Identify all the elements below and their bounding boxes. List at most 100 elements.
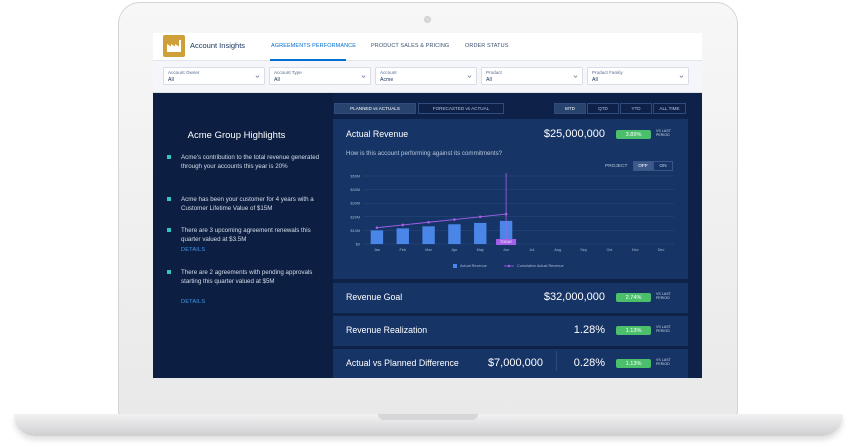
bar bbox=[422, 226, 435, 244]
today-badge bbox=[496, 239, 517, 245]
change-badge: 1.13% bbox=[616, 359, 651, 368]
filter-value: Acme bbox=[380, 77, 394, 83]
highlight-text: There are 3 upcoming agreement renewals … bbox=[181, 227, 311, 244]
vs-last-period-label: VS LAST PERIOD bbox=[656, 325, 671, 334]
tab-order-status[interactable]: ORDER STATUS bbox=[465, 43, 509, 49]
account-owner-filter[interactable]: Account Owner All bbox=[163, 67, 265, 85]
revenue-goal-card: Revenue Goal $32,000,000 2.74% VS LAST P… bbox=[333, 283, 688, 313]
active-tab-indicator bbox=[270, 59, 346, 61]
app-screen: Account Insights AGREEMENTS PERFORMANCE … bbox=[153, 33, 702, 378]
line-point bbox=[375, 226, 379, 229]
tab-product-sales-pricing[interactable]: PRODUCT SALES & PRICING bbox=[371, 43, 450, 49]
highlight-text: Acme has been your customer for 4 years … bbox=[181, 196, 314, 213]
account-filter[interactable]: Account Acme bbox=[375, 67, 477, 85]
line-point bbox=[504, 212, 508, 216]
legend-label: Actual Revenue bbox=[460, 264, 487, 268]
chevron-down-icon bbox=[679, 75, 684, 78]
laptop-notch bbox=[378, 414, 478, 420]
camera-icon bbox=[424, 16, 431, 23]
filter-label: Product Family bbox=[592, 70, 623, 75]
details-link[interactable]: DETAILS bbox=[181, 247, 206, 253]
project-off-toggle[interactable]: OFF bbox=[633, 161, 653, 171]
x-tick-label: Nov bbox=[632, 248, 639, 252]
revenue-goal-value: $32,000,000 bbox=[543, 291, 605, 303]
tab-agreements-performance[interactable]: AGREEMENTS PERFORMANCE bbox=[271, 43, 357, 49]
chevron-down-icon bbox=[573, 75, 578, 78]
filter-value: All bbox=[168, 77, 174, 83]
y-tick-label: $40M bbox=[351, 188, 361, 192]
line-point bbox=[478, 215, 482, 219]
cumulative-line bbox=[376, 213, 507, 229]
line-point bbox=[401, 223, 405, 227]
bullet-icon bbox=[167, 197, 171, 201]
y-tick-label: $0 bbox=[356, 243, 360, 247]
x-tick-label: Jul bbox=[529, 248, 534, 252]
vs-last-period-label: VS LAST PERIOD bbox=[656, 129, 671, 138]
planned-vs-actuals-toggle[interactable]: PLANNED vs ACTUALS bbox=[334, 103, 416, 114]
x-tick-label: Apr bbox=[451, 248, 458, 252]
period-ytd[interactable]: YTD bbox=[620, 103, 652, 114]
legend-bar-swatch bbox=[453, 264, 457, 268]
top-navigation: Account Insights AGREEMENTS PERFORMANCE … bbox=[153, 33, 702, 61]
project-label: PROJECT bbox=[605, 164, 628, 169]
y-tick-label: $10M bbox=[351, 229, 361, 233]
chevron-down-icon bbox=[255, 75, 260, 78]
revenue-realization-card: Revenue Realization 1.28% 1.13% VS LAST … bbox=[333, 316, 688, 346]
filter-bar: Account Owner All Account Type All Accou… bbox=[153, 61, 702, 93]
highlights-panel: Acme Group Highlights Acme's contributio… bbox=[153, 93, 333, 378]
account-type-filter[interactable]: Account Type All bbox=[269, 67, 371, 85]
bar bbox=[396, 228, 409, 244]
actual-vs-planned-label: Actual vs Planned Difference bbox=[346, 358, 459, 368]
product-filter[interactable]: Product All bbox=[481, 67, 583, 85]
x-tick-label: Oct bbox=[606, 248, 613, 252]
legend-line-point bbox=[507, 264, 511, 268]
x-tick-label: May bbox=[477, 248, 484, 252]
revenue-realization-label: Revenue Realization bbox=[346, 325, 428, 335]
actual-revenue-value: $25,000,000 bbox=[543, 128, 605, 140]
chart-question: How is this account performing against i… bbox=[346, 150, 503, 157]
y-tick-label: $50M bbox=[351, 175, 361, 179]
change-badge: 3.89% bbox=[616, 130, 651, 139]
period-qtd[interactable]: QTD bbox=[587, 103, 619, 114]
highlight-text: Acme's contribution to the total revenue… bbox=[181, 154, 320, 171]
period-mtd[interactable]: MTD bbox=[554, 103, 586, 114]
x-tick-label: Aug bbox=[554, 248, 561, 252]
legend-label: Cumulative Actual Revenue bbox=[517, 264, 564, 268]
filter-value: All bbox=[486, 77, 492, 83]
bar bbox=[474, 222, 487, 244]
y-tick-label: $20M bbox=[351, 215, 361, 219]
product-family-filter[interactable]: Product Family All bbox=[587, 67, 689, 85]
line-point bbox=[453, 218, 456, 221]
line-point bbox=[427, 220, 430, 224]
filter-label: Account Owner bbox=[168, 70, 200, 75]
x-tick-label: Mar bbox=[425, 248, 432, 252]
highlight-text: There are 2 agreements with pending appr… bbox=[181, 269, 313, 286]
app-title: Account Insights bbox=[190, 41, 246, 50]
revenue-chart: $0 $10M $20M $30M $40M $50M Jan Feb Mar Apr May Jun… bbox=[351, 173, 674, 268]
x-tick-label: Sep bbox=[580, 248, 587, 252]
actual-vs-planned-percent: 0.28% bbox=[573, 357, 605, 369]
filter-label: Product bbox=[486, 70, 502, 75]
details-link[interactable]: DETAILS bbox=[181, 299, 206, 305]
y-tick-label: $30M bbox=[351, 202, 361, 206]
metric-divider bbox=[556, 351, 557, 371]
project-on-toggle[interactable]: ON bbox=[653, 161, 673, 171]
filter-label: Account Type bbox=[274, 70, 302, 75]
forecasted-vs-actual-toggle[interactable]: FORECASTED vs ACTUAL bbox=[418, 103, 504, 114]
today-label: TODAY bbox=[500, 240, 513, 244]
revenue-goal-label: Revenue Goal bbox=[346, 292, 403, 302]
change-badge: 2.74% bbox=[616, 293, 651, 302]
highlights-title: Acme Group Highlights bbox=[187, 130, 286, 141]
actual-vs-planned-value: $7,000,000 bbox=[487, 357, 543, 369]
factory-icon[interactable] bbox=[163, 35, 185, 57]
bullet-icon bbox=[167, 270, 171, 274]
actual-revenue-card: Actual Revenue $25,000,000 3.89% VS LAST… bbox=[333, 119, 688, 279]
filter-label: Account bbox=[380, 70, 397, 75]
vs-last-period-label: VS LAST PERIOD bbox=[656, 292, 671, 301]
laptop-base bbox=[14, 414, 843, 436]
chevron-down-icon bbox=[361, 75, 366, 78]
actual-revenue-label: Actual Revenue bbox=[346, 129, 409, 139]
revenue-realization-value: 1.28% bbox=[573, 324, 605, 336]
period-all-time[interactable]: ALL TIME bbox=[653, 103, 686, 114]
x-tick-label: Feb bbox=[399, 248, 406, 252]
